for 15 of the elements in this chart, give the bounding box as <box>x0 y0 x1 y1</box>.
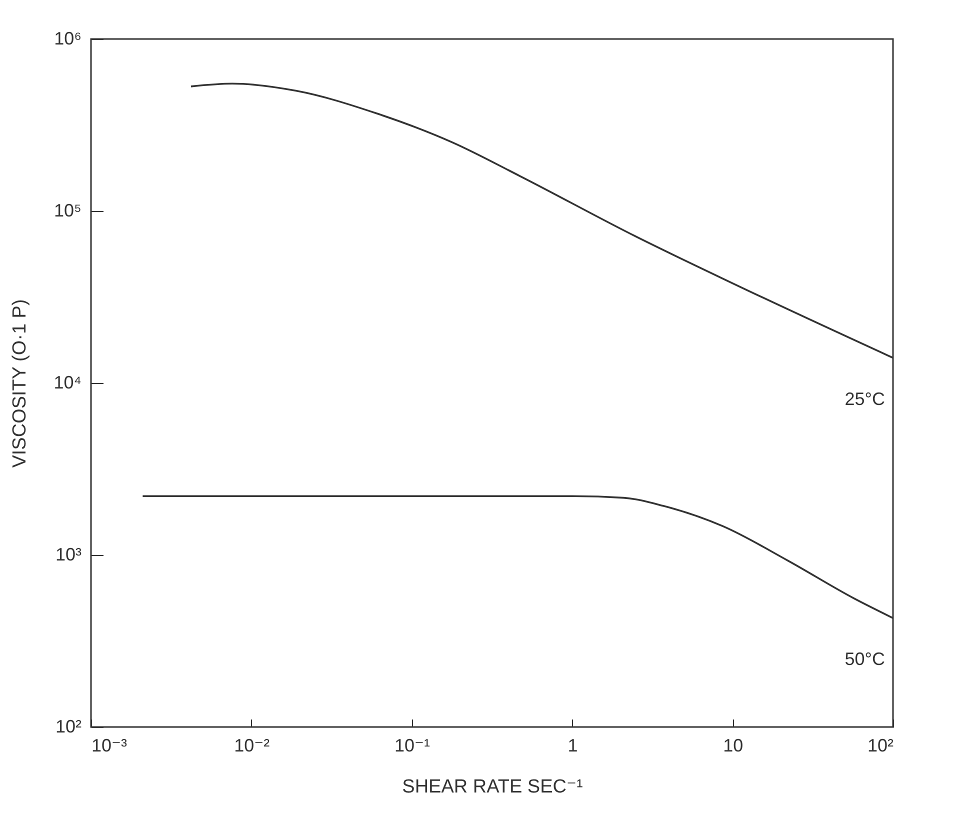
x-tick-label: 1 <box>568 736 578 756</box>
x-tick-label: 10⁻² <box>234 736 270 756</box>
series-label: 50°C <box>844 649 885 670</box>
y-axis-title: VISCOSITY (O·1 P) <box>10 299 31 468</box>
x-axis-title: SHEAR RATE SEC⁻¹ <box>402 776 583 798</box>
y-tick-label: 10² <box>55 716 82 736</box>
x-tick-label: 10² <box>867 736 894 756</box>
y-tick-label: 10⁶ <box>54 28 82 48</box>
y-tick-label: 10⁴ <box>54 372 82 392</box>
x-tick-label: 10⁻³ <box>92 736 128 756</box>
series-label: 25°C <box>844 388 885 409</box>
x-tick-label: 10⁻¹ <box>394 736 430 756</box>
y-tick-label: 10³ <box>55 544 82 564</box>
y-tick-label: 10⁵ <box>54 200 82 220</box>
x-tick-label: 10 <box>723 736 744 756</box>
